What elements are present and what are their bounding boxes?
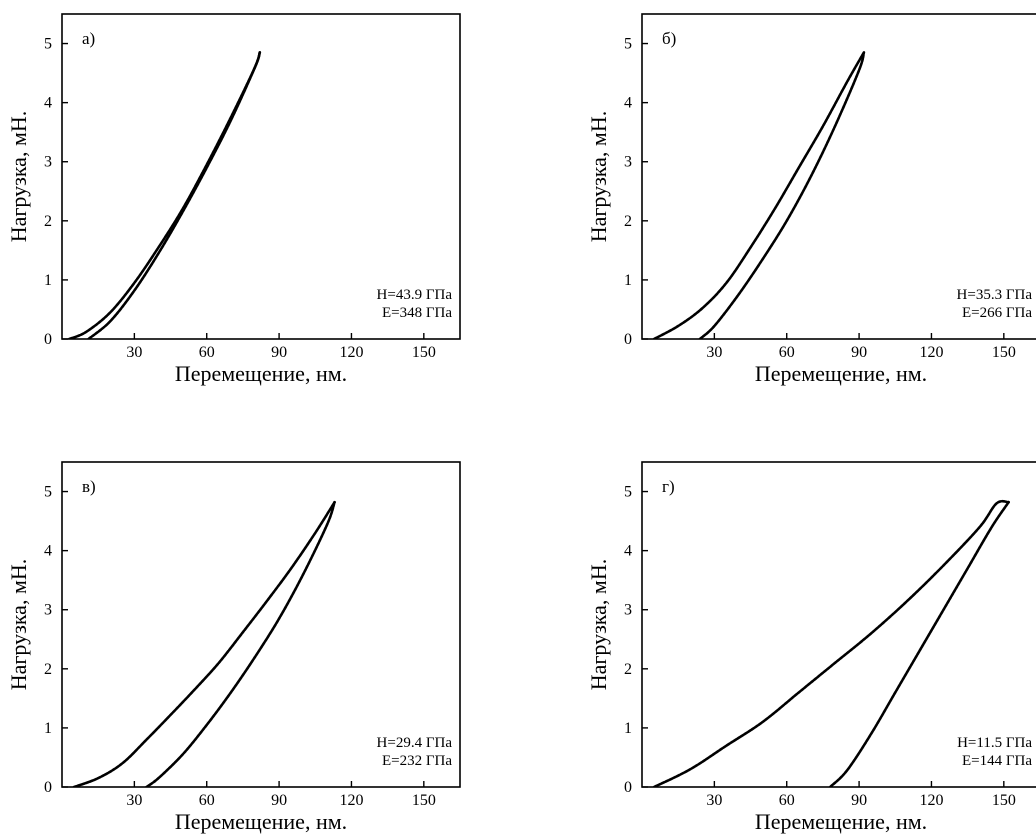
x-axis-label: Перемещение, нм. bbox=[755, 361, 927, 386]
unloading-curve bbox=[87, 51, 262, 339]
x-tick-label: 60 bbox=[779, 344, 795, 361]
annotation-hardness: H=11.5 ГПа bbox=[957, 735, 1032, 751]
x-tick-label: 120 bbox=[919, 792, 943, 809]
x-axis-label: Перемещение, нм. bbox=[175, 809, 347, 834]
annotation-hardness: H=29.4 ГПа bbox=[377, 735, 453, 751]
y-tick-label: 2 bbox=[624, 661, 632, 678]
y-tick-label: 2 bbox=[44, 661, 52, 678]
y-tick-label: 1 bbox=[44, 272, 52, 289]
x-tick-label: 120 bbox=[919, 344, 943, 361]
unloading-curve bbox=[145, 500, 336, 787]
x-tick-label: 150 bbox=[412, 792, 436, 809]
unloading-curve bbox=[698, 51, 866, 339]
panel-3: 30 60 90 120 150 0 1 2 3 4 5 Перемещение, нм. Нагруз… bbox=[6, 461, 461, 834]
loading-curve bbox=[652, 51, 866, 339]
panel-label: в) bbox=[82, 477, 96, 496]
plot-frame bbox=[61, 13, 461, 340]
x-tick-label: 60 bbox=[199, 344, 215, 361]
y-tick-label: 5 bbox=[624, 36, 632, 53]
loading-curve bbox=[67, 51, 262, 339]
panel-label: б) bbox=[662, 29, 676, 48]
x-tick-label: 90 bbox=[271, 792, 287, 809]
y-tick-label: 2 bbox=[44, 213, 52, 230]
annotation-modulus: E=348 ГПа bbox=[382, 305, 452, 321]
y-axis-label: Нагрузка, мН. bbox=[6, 559, 31, 691]
x-tick-label: 30 bbox=[126, 792, 142, 809]
annotation-modulus: E=232 ГПа bbox=[382, 753, 452, 769]
annotation-modulus: E=144 ГПа bbox=[962, 753, 1032, 769]
annotation-hardness: H=43.9 ГПа bbox=[377, 287, 453, 303]
y-tick-label: 3 bbox=[624, 154, 632, 171]
y-axis-label: Нагрузка, мН. bbox=[586, 111, 611, 243]
plot-frame bbox=[641, 461, 1036, 788]
y-tick-label: 0 bbox=[44, 779, 52, 796]
series-group bbox=[72, 500, 336, 787]
y-tick-label: 0 bbox=[624, 779, 632, 796]
y-tick-label: 5 bbox=[624, 484, 632, 501]
unloading-curve bbox=[828, 500, 1010, 787]
y-tick-label: 3 bbox=[44, 602, 52, 619]
x-tick-label: 90 bbox=[851, 344, 867, 361]
panel-1: 30 60 90 120 150 0 1 2 3 4 5 Перемещение, нм. Нагруз… bbox=[6, 13, 461, 386]
y-tick-label: 5 bbox=[44, 36, 52, 53]
x-tick-label: 90 bbox=[851, 792, 867, 809]
series-group bbox=[652, 51, 866, 339]
x-axis-label: Перемещение, нм. bbox=[175, 361, 347, 386]
y-tick-label: 3 bbox=[624, 602, 632, 619]
y-tick-label: 4 bbox=[624, 543, 632, 560]
y-tick-label: 3 bbox=[44, 154, 52, 171]
x-tick-label: 150 bbox=[992, 792, 1016, 809]
y-tick-label: 1 bbox=[624, 720, 632, 737]
x-tick-label: 120 bbox=[339, 344, 363, 361]
panel-label: а) bbox=[82, 29, 95, 48]
y-tick-label: 0 bbox=[624, 331, 632, 348]
y-tick-label: 2 bbox=[624, 213, 632, 230]
y-axis-label: Нагрузка, мН. bbox=[6, 111, 31, 243]
x-tick-label: 150 bbox=[992, 344, 1016, 361]
y-tick-label: 4 bbox=[44, 543, 52, 560]
x-axis-label: Перемещение, нм. bbox=[755, 809, 927, 834]
annotation-hardness: H=35.3 ГПа bbox=[957, 287, 1033, 303]
x-tick-label: 30 bbox=[126, 344, 142, 361]
series-group bbox=[67, 51, 262, 339]
annotation-modulus: E=266 ГПа bbox=[962, 305, 1032, 321]
panel-2: 30 60 90 120 150 0 1 2 3 4 5 Перемещение, нм. Нагруз… bbox=[586, 13, 1036, 386]
x-tick-label: 150 bbox=[412, 344, 436, 361]
series-group bbox=[652, 499, 1010, 787]
loading-curve bbox=[72, 500, 336, 787]
plot-frame bbox=[61, 461, 461, 788]
y-tick-label: 1 bbox=[624, 272, 632, 289]
x-tick-label: 30 bbox=[706, 344, 722, 361]
x-tick-label: 90 bbox=[271, 344, 287, 361]
loading-curve bbox=[652, 499, 1010, 787]
y-tick-label: 4 bbox=[624, 95, 632, 112]
plot-frame bbox=[641, 13, 1036, 340]
x-tick-label: 30 bbox=[706, 792, 722, 809]
y-tick-label: 5 bbox=[44, 484, 52, 501]
panel-4: 30 60 90 120 150 0 1 2 3 4 5 Перемещение, нм. Нагруз… bbox=[586, 461, 1036, 834]
y-axis-label: Нагрузка, мН. bbox=[586, 559, 611, 691]
x-tick-label: 60 bbox=[779, 792, 795, 809]
y-tick-label: 0 bbox=[44, 331, 52, 348]
x-tick-label: 120 bbox=[339, 792, 363, 809]
y-tick-label: 1 bbox=[44, 720, 52, 737]
x-tick-label: 60 bbox=[199, 792, 215, 809]
panel-label: г) bbox=[662, 477, 675, 496]
y-tick-label: 4 bbox=[44, 95, 52, 112]
